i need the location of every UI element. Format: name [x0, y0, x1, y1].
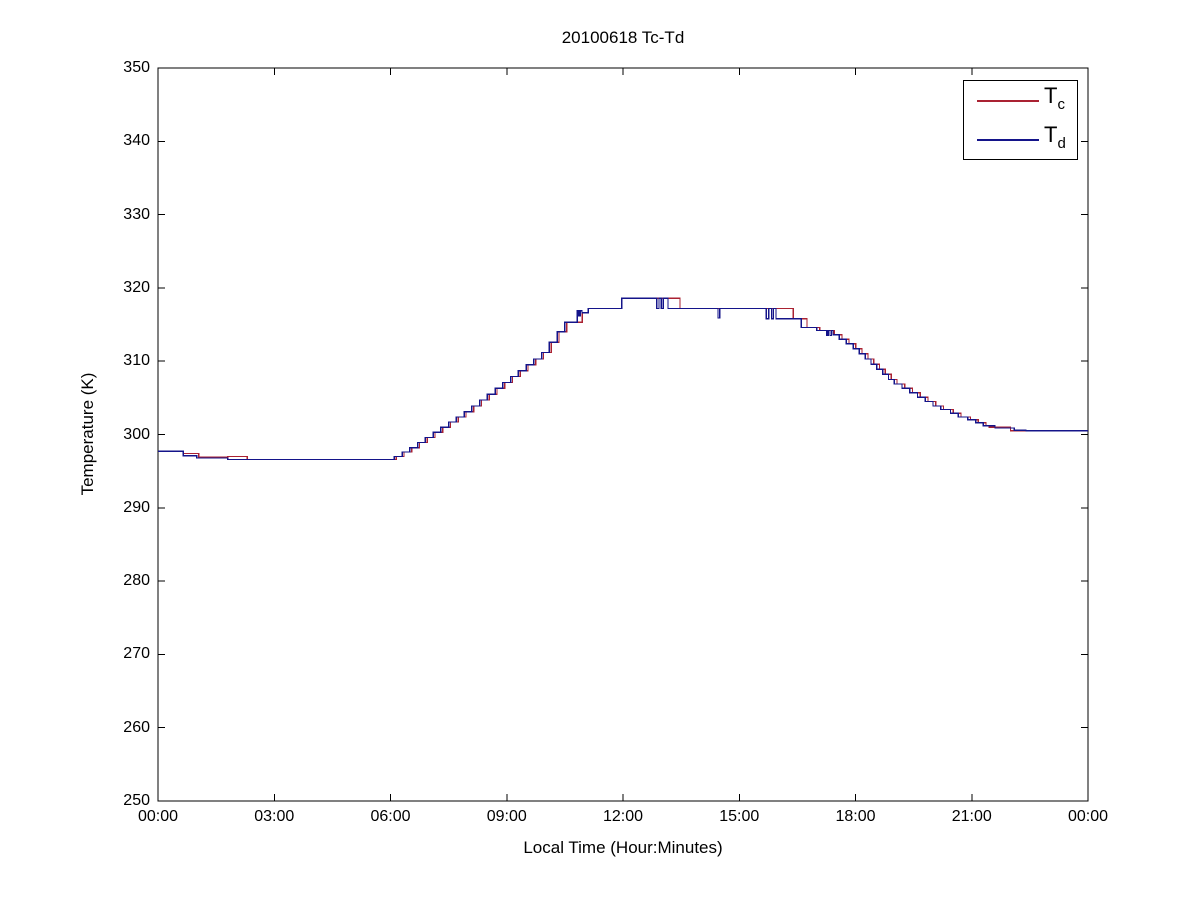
x-tick-label: 21:00: [951, 808, 992, 825]
series-line-Tc: [158, 297, 1088, 461]
y-tick-label: 280: [123, 572, 150, 590]
y-tick-label: 300: [123, 425, 150, 443]
x-tick-label: 00:00: [137, 808, 179, 825]
y-tick-label: 320: [123, 278, 150, 296]
x-tick-label: 18:00: [835, 808, 876, 825]
y-tick-label: 310: [123, 352, 150, 370]
y-tick-label: 260: [123, 718, 150, 736]
y-tick-label: 340: [123, 132, 150, 150]
x-tick-label: 12:00: [602, 808, 644, 825]
x-axis-label: Local Time (Hour:Minutes): [523, 838, 723, 857]
chart-title: 20100618 Tc-Td: [561, 28, 685, 47]
x-tick-label: 03:00: [254, 808, 295, 825]
x-tick-label: 06:00: [370, 808, 411, 825]
legend-entry-td: Td: [964, 121, 1077, 159]
y-tick-label: 330: [123, 205, 150, 223]
legend-box: Tc Td: [963, 80, 1078, 160]
x-tick-label: 15:00: [719, 808, 760, 825]
x-tick-label: 09:00: [486, 808, 527, 825]
y-tick-label: 290: [123, 498, 150, 516]
legend-entry-tc: Tc: [964, 82, 1077, 120]
legend-label-tc: Tc: [1044, 83, 1065, 114]
tc-line-swatch: [977, 99, 1039, 102]
x-tick-label: 00:00: [1067, 808, 1109, 825]
y-tick-label: 350: [123, 59, 150, 76]
y-tick-label: 270: [123, 645, 150, 663]
series-line-Td: [158, 297, 1088, 461]
axes-box: [157, 67, 1089, 802]
y-tick-label: 250: [123, 792, 150, 809]
legend-label-td: Td: [1044, 122, 1066, 153]
td-line-swatch: [977, 138, 1039, 141]
